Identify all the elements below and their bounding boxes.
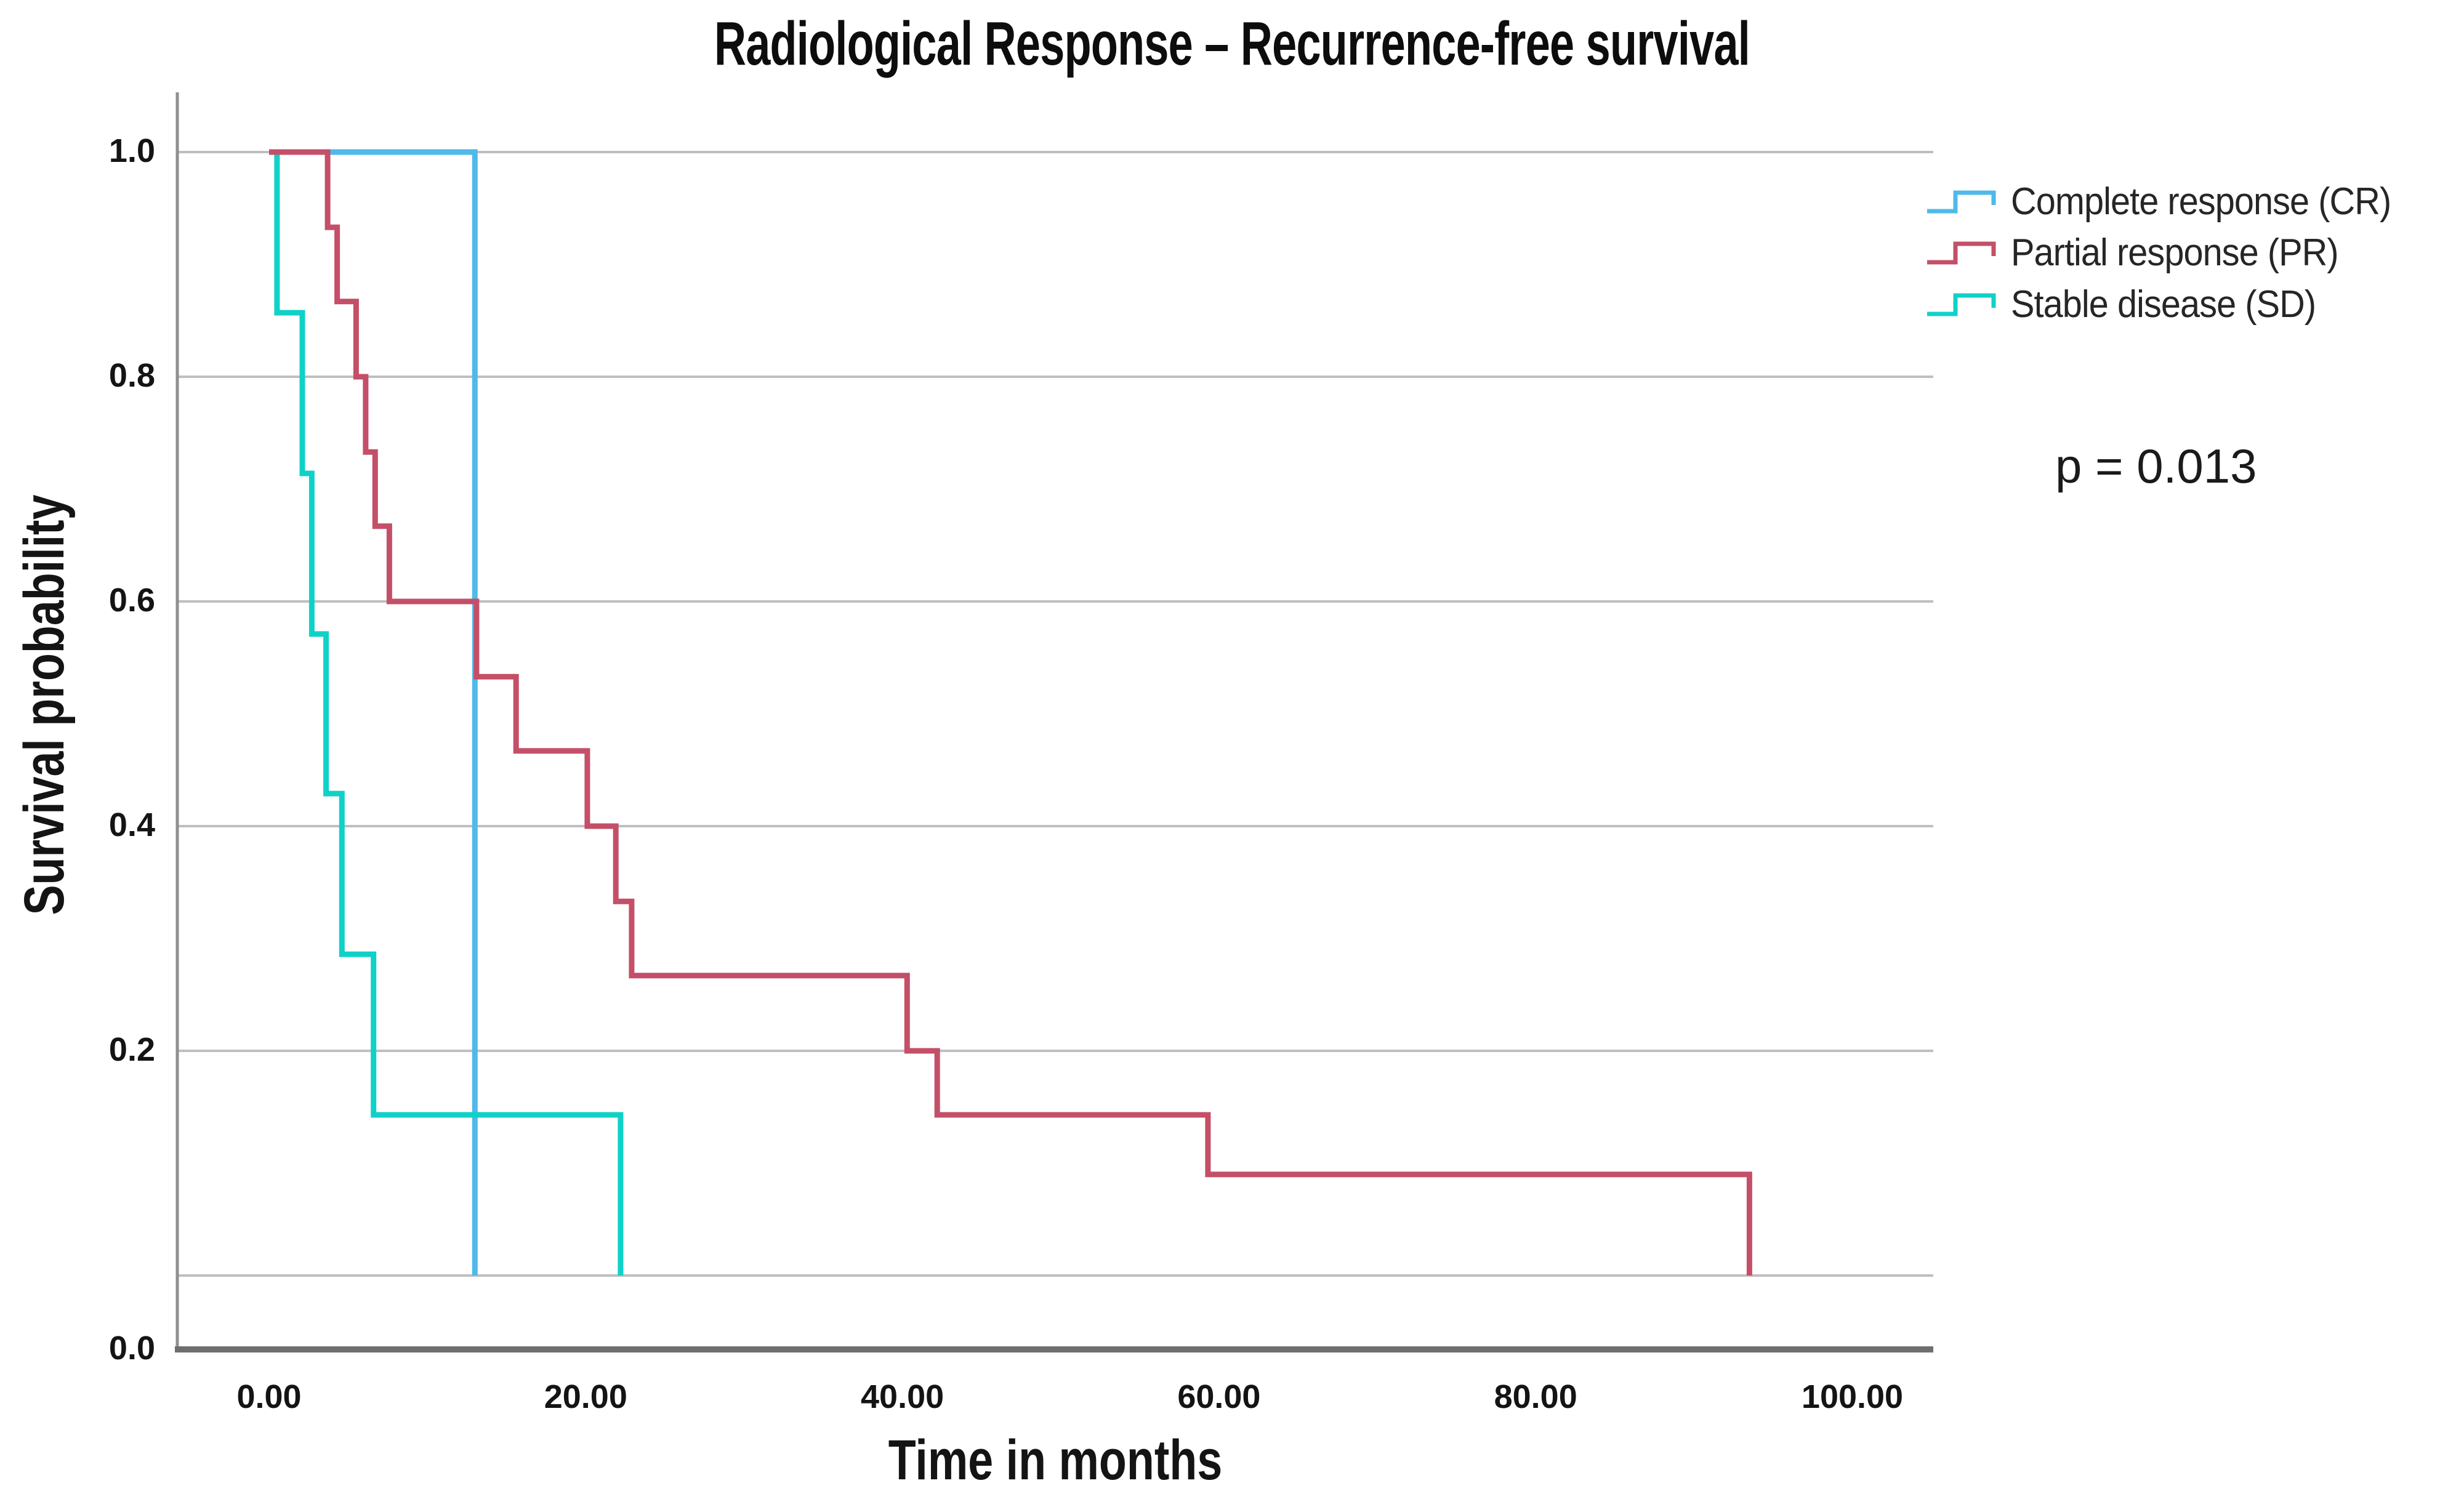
x-tick-label-20.00: 20.00 xyxy=(544,1378,627,1415)
x-axis-label: Time in months xyxy=(888,1429,1223,1492)
legend-item-cr: Complete response (CR) xyxy=(1925,180,2420,223)
x-tick-label-80.00: 80.00 xyxy=(1494,1378,1577,1415)
y-tick-label-0.6: 0.6 xyxy=(108,582,155,619)
y-axis-label: Survival probability xyxy=(13,494,76,915)
legend-label: Partial response (PR) xyxy=(2011,231,2339,274)
x-tick-label-60.00: 60.00 xyxy=(1177,1378,1261,1415)
y-tick-label-0.4: 0.4 xyxy=(108,806,155,843)
legend-step-swatch-icon xyxy=(1927,241,1996,265)
chart-title: Radiological Response – Recurrence-free … xyxy=(714,9,1750,78)
y-tick-label-1.0: 1.0 xyxy=(108,132,155,169)
legend-step-swatch-icon xyxy=(1927,190,1996,214)
curve-cr xyxy=(269,149,478,1276)
legend-item-sd: Stable disease (SD) xyxy=(1925,283,2338,326)
legend-step-swatch-icon xyxy=(1927,293,1996,316)
y-tick-label-0.2: 0.2 xyxy=(108,1031,155,1068)
legend-label: Complete response (CR) xyxy=(2011,180,2391,223)
p-value-annotation: p = 0.013 xyxy=(2055,439,2257,493)
x-tick-label-0.00: 0.00 xyxy=(236,1378,302,1415)
x-tick-label-100.00: 100.00 xyxy=(1801,1378,1904,1415)
y-tick-label-0.8: 0.8 xyxy=(108,357,155,394)
curve-pr xyxy=(269,149,1752,1276)
legend-label: Stable disease (SD) xyxy=(2011,283,2316,326)
y-tick-label-0.0: 0.0 xyxy=(108,1330,155,1367)
curve-sd xyxy=(269,149,624,1276)
x-tick-label-40.00: 40.00 xyxy=(861,1378,944,1415)
legend-item-pr: Partial response (PR) xyxy=(1925,231,2363,274)
